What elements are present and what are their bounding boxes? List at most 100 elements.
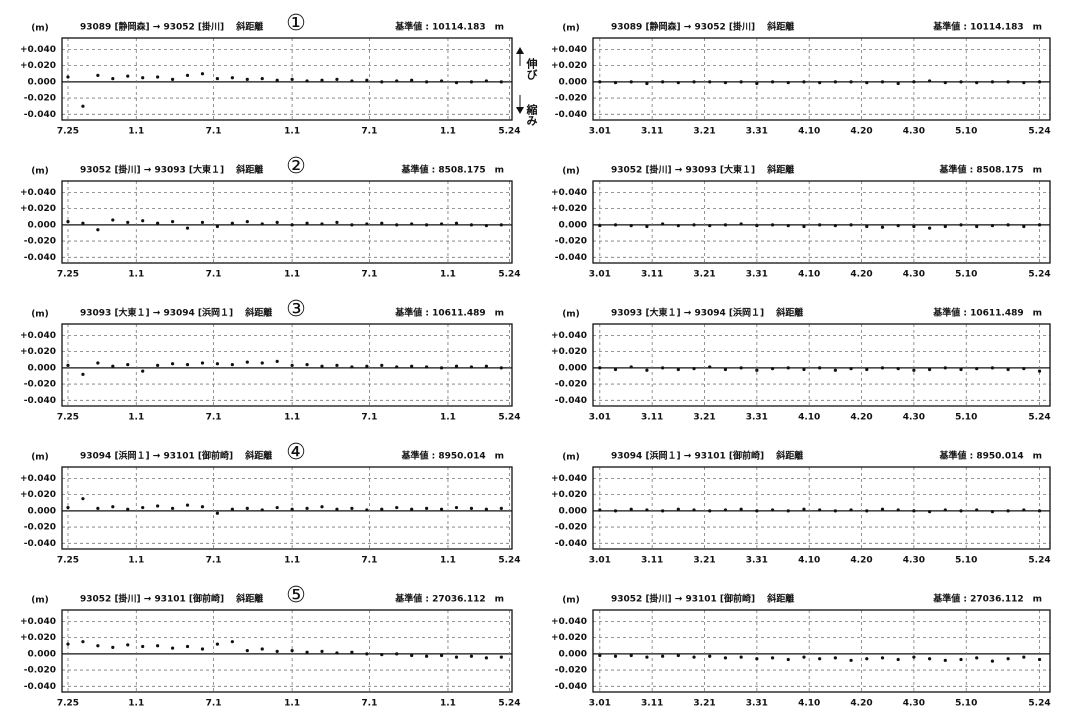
data-point <box>786 657 790 662</box>
y-tick-label: -0.040 <box>555 396 587 406</box>
plot-frame <box>61 180 513 264</box>
data-point <box>499 366 503 370</box>
y-tick-label: +0.040 <box>551 188 587 198</box>
data-point <box>739 222 743 226</box>
data-point <box>380 507 384 511</box>
x-tick-label: 1.1 <box>128 556 144 566</box>
data-point <box>170 219 175 224</box>
data-point <box>676 653 680 658</box>
data-point <box>469 654 474 658</box>
data-point <box>320 222 324 226</box>
arrow-head <box>516 47 524 54</box>
x-tick-label: 5.24 <box>498 127 520 137</box>
data-point <box>723 367 728 372</box>
data-point <box>739 80 743 84</box>
data-point <box>126 507 130 511</box>
data-point <box>818 366 822 370</box>
data-point <box>661 222 665 226</box>
data-point <box>156 504 160 508</box>
x-tick-label: 3.11 <box>641 127 663 137</box>
data-point <box>156 363 160 368</box>
data-point <box>439 507 444 511</box>
y-tick-label: +0.020 <box>551 347 587 357</box>
data-point <box>990 510 995 514</box>
x-tick-label: 7.25 <box>57 699 79 709</box>
data-point <box>126 362 130 367</box>
y-unit: (m) <box>31 310 49 320</box>
data-point <box>81 640 85 644</box>
y-unit: (m) <box>31 453 49 463</box>
x-tick-label: 5.10 <box>955 699 977 709</box>
y-unit: (m) <box>562 596 580 606</box>
y-tick-label: -0.040 <box>24 253 56 263</box>
data-point <box>454 81 459 85</box>
data-point <box>215 76 220 81</box>
data-point <box>350 650 354 654</box>
data-point <box>676 507 680 511</box>
x-tick-label: 4.10 <box>798 413 820 423</box>
data-point <box>454 364 459 368</box>
data-point <box>215 224 220 229</box>
data-point <box>645 655 649 659</box>
y-unit: (m) <box>562 453 580 463</box>
data-point <box>350 506 354 511</box>
y-tick-label: +0.040 <box>20 45 56 55</box>
data-point <box>425 506 429 511</box>
data-point <box>975 367 979 371</box>
data-point <box>755 368 759 372</box>
y-tick-label: 0.000 <box>559 649 587 659</box>
chart-panel: (m) 93093 [大東１] → 93094 [浜岡１] 斜距離 基準値 : 10… <box>20 297 521 423</box>
data-point <box>708 365 712 369</box>
data-point <box>305 506 309 511</box>
data-point <box>185 362 190 367</box>
data-point <box>802 367 806 372</box>
data-point <box>111 76 115 81</box>
data-point <box>1037 657 1042 662</box>
data-point <box>896 367 900 371</box>
data-point <box>454 655 459 659</box>
data-point <box>629 653 633 658</box>
data-point <box>320 364 324 368</box>
data-point <box>260 508 264 512</box>
y-tick-label: -0.020 <box>555 666 587 676</box>
x-tick-label: 4.10 <box>798 699 820 709</box>
y-tick-label: 0.000 <box>559 220 587 230</box>
baseline-value: 基準値 : 8508.175 m <box>939 164 1043 176</box>
y-tick-label: +0.020 <box>551 204 587 214</box>
data-point <box>1022 81 1026 85</box>
plot-frame <box>592 466 1051 550</box>
data-point <box>692 223 696 227</box>
data-point <box>230 221 234 225</box>
data-point <box>912 509 916 513</box>
x-tick-label: 3.31 <box>746 413 768 423</box>
x-tick-label: 3.31 <box>746 699 768 709</box>
data-point <box>141 219 145 223</box>
data-point <box>380 221 384 225</box>
chart-panel: (m) 93052 [掛川] → 93101 [御前崎] 斜距離 基準値 : 270… <box>20 583 521 709</box>
y-tick-label: -0.020 <box>24 666 56 676</box>
data-point <box>786 81 790 85</box>
x-tick-label: 4.20 <box>850 699 872 709</box>
data-point <box>484 79 488 83</box>
data-point <box>365 222 369 226</box>
data-point <box>1022 224 1026 229</box>
data-point <box>230 640 234 644</box>
x-tick-label: 1.1 <box>284 413 300 423</box>
y-tick-label: -0.020 <box>24 523 56 533</box>
data-point <box>245 506 249 511</box>
y-unit: (m) <box>31 24 49 34</box>
data-point <box>865 657 869 661</box>
data-point <box>739 366 743 370</box>
data-point <box>959 80 963 84</box>
data-point <box>380 653 384 657</box>
x-tick-label: 7.25 <box>57 270 79 280</box>
y-tick-label: 0.000 <box>559 363 587 373</box>
data-point <box>661 654 665 658</box>
data-point <box>96 506 100 511</box>
chart-title: 93094 [浜岡１] → 93101 [御前崎] 斜距離 <box>80 450 272 462</box>
data-point <box>320 505 324 509</box>
data-point <box>912 655 916 659</box>
data-point <box>598 224 602 228</box>
data-point <box>365 508 369 512</box>
